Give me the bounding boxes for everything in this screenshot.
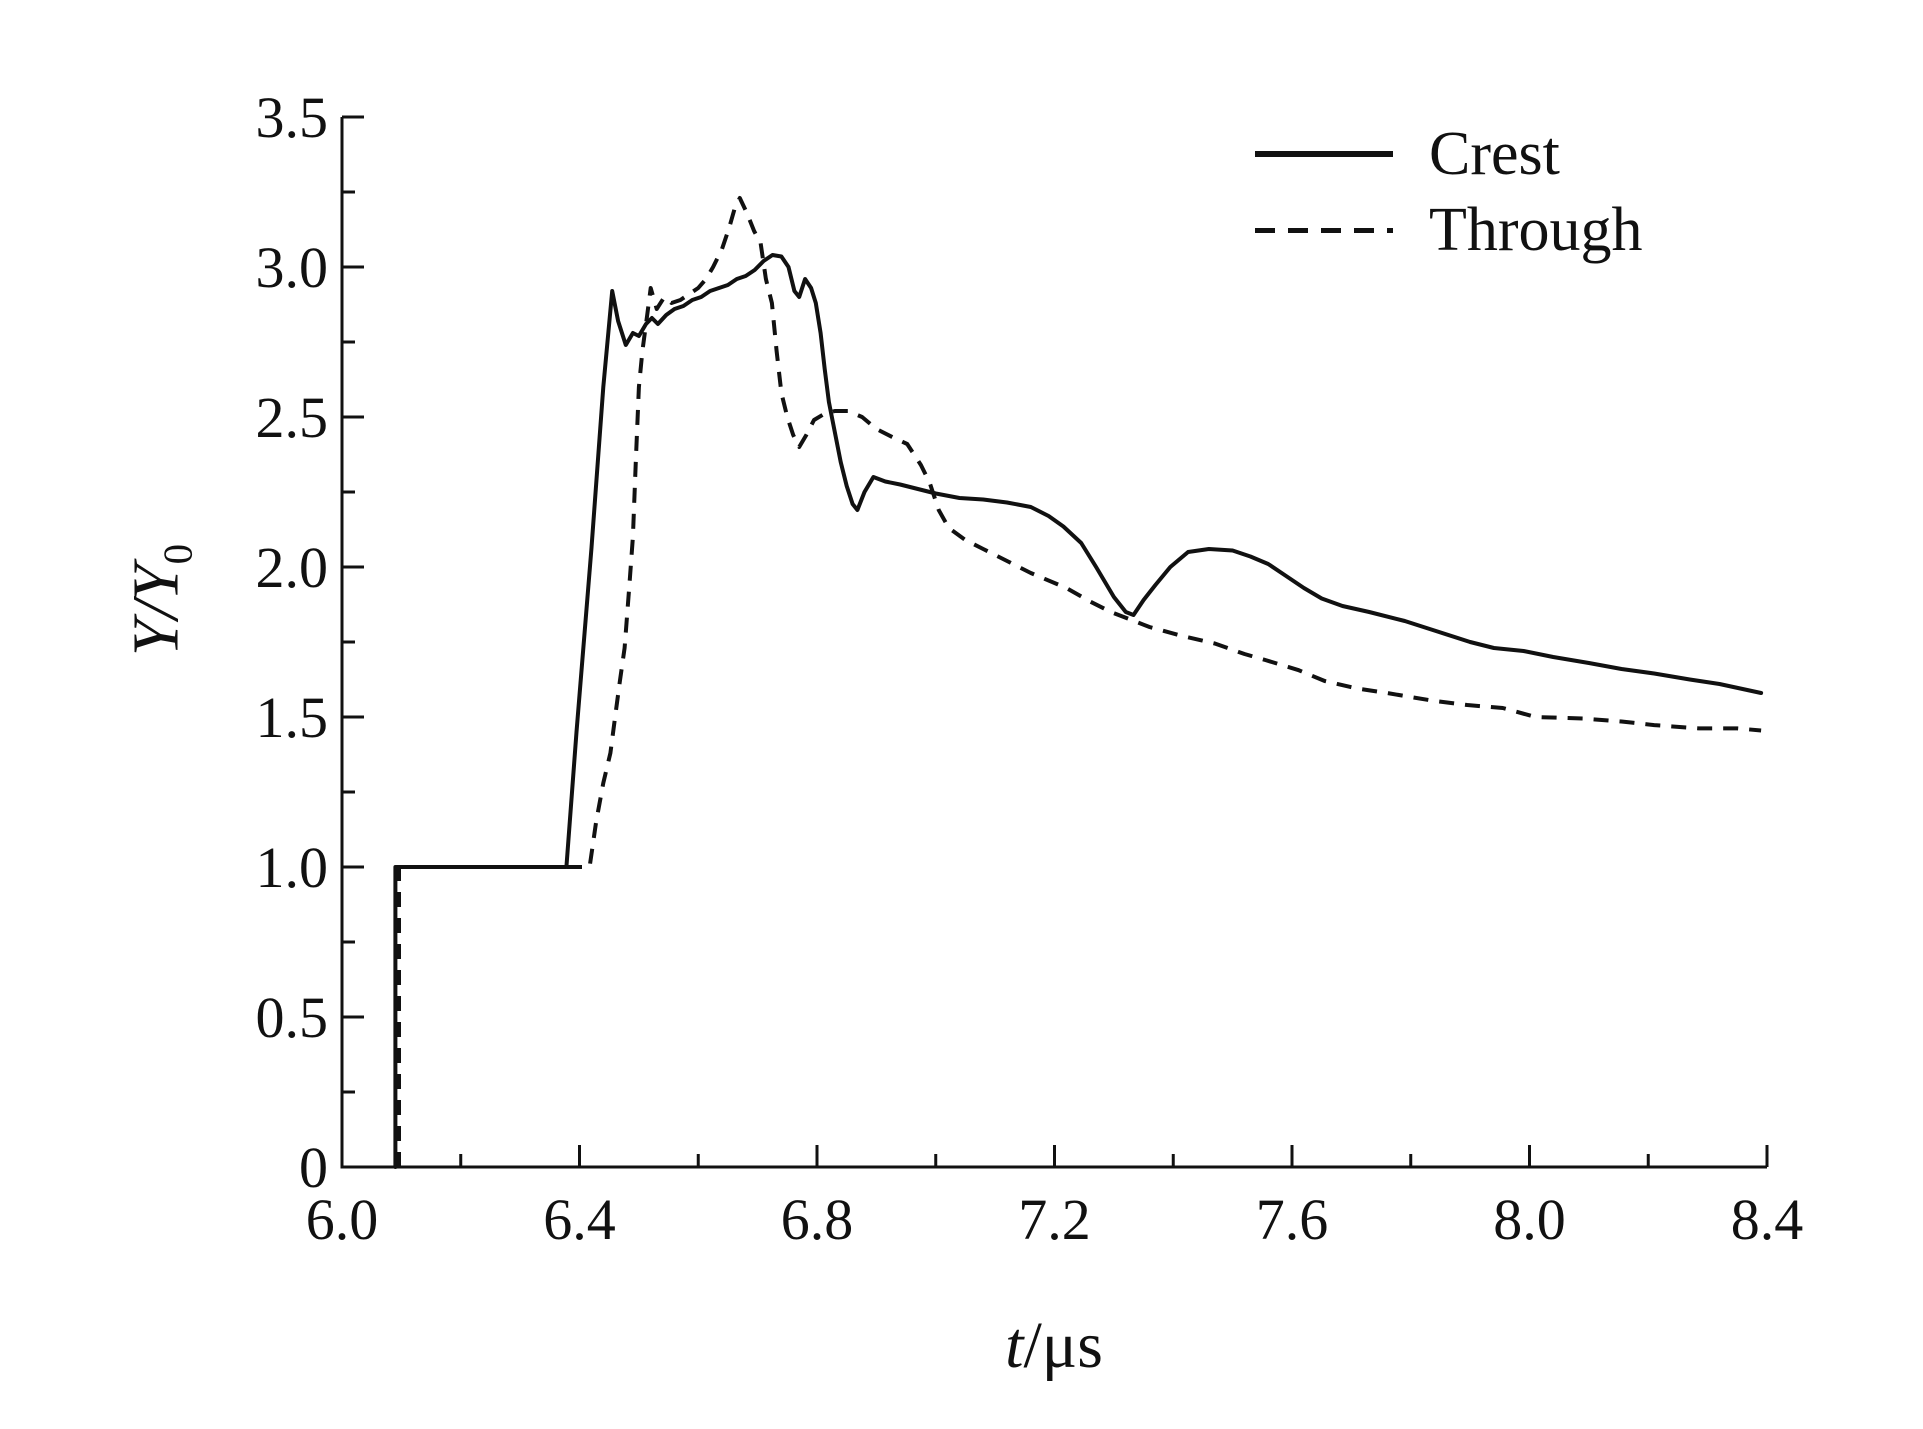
legend-label-through: Through <box>1429 196 1643 264</box>
x-axis-tick-label: 8.4 <box>1731 1187 1804 1252</box>
y-axis-tick-label: 0.5 <box>256 985 329 1050</box>
legend-item-crest: Crest <box>1255 116 1643 192</box>
crest-line-swatch <box>1255 151 1393 157</box>
crest-line-path <box>393 253 1764 1169</box>
x-axis-tick-label: 7.6 <box>1256 1187 1329 1252</box>
x-axis-tick-label: 8.0 <box>1493 1187 1566 1252</box>
y-axis-title: Y/Y0 <box>118 544 201 656</box>
x-axis-tick-label: 6.4 <box>543 1187 616 1252</box>
x-axis-title: t/μs <box>1005 1308 1103 1384</box>
y-axis-tick-label: 1.5 <box>256 685 329 750</box>
legend-item-through: Through <box>1255 192 1643 268</box>
y-axis-tick-label: 0 <box>299 1135 328 1200</box>
through-line-swatch <box>1255 227 1393 233</box>
y-axis-tick-label: 1.0 <box>256 835 329 900</box>
y-axis-title-text: Y/Y <box>119 564 193 657</box>
y-axis-title-subscript: 0 <box>155 543 201 565</box>
legend-label-crest: Crest <box>1429 120 1560 188</box>
y-axis-tick-label: 2.5 <box>256 385 329 450</box>
x-axis-title-unit: /μs <box>1023 1309 1103 1382</box>
y-axis-tick-label: 3.5 <box>256 85 329 150</box>
through-line-path <box>397 196 1762 1167</box>
x-axis-tick-label: 7.2 <box>1018 1187 1091 1252</box>
x-axis-tick-label: 6.8 <box>781 1187 854 1252</box>
y-axis-tick-label: 2.0 <box>256 535 329 600</box>
legend: Crest Through <box>1255 116 1643 268</box>
x-axis-title-variable: t <box>1005 1309 1024 1382</box>
y-axis-tick-label: 3.0 <box>256 235 329 300</box>
x-axis-tick-label: 6.0 <box>306 1187 379 1252</box>
axis-spine <box>340 117 1767 1169</box>
